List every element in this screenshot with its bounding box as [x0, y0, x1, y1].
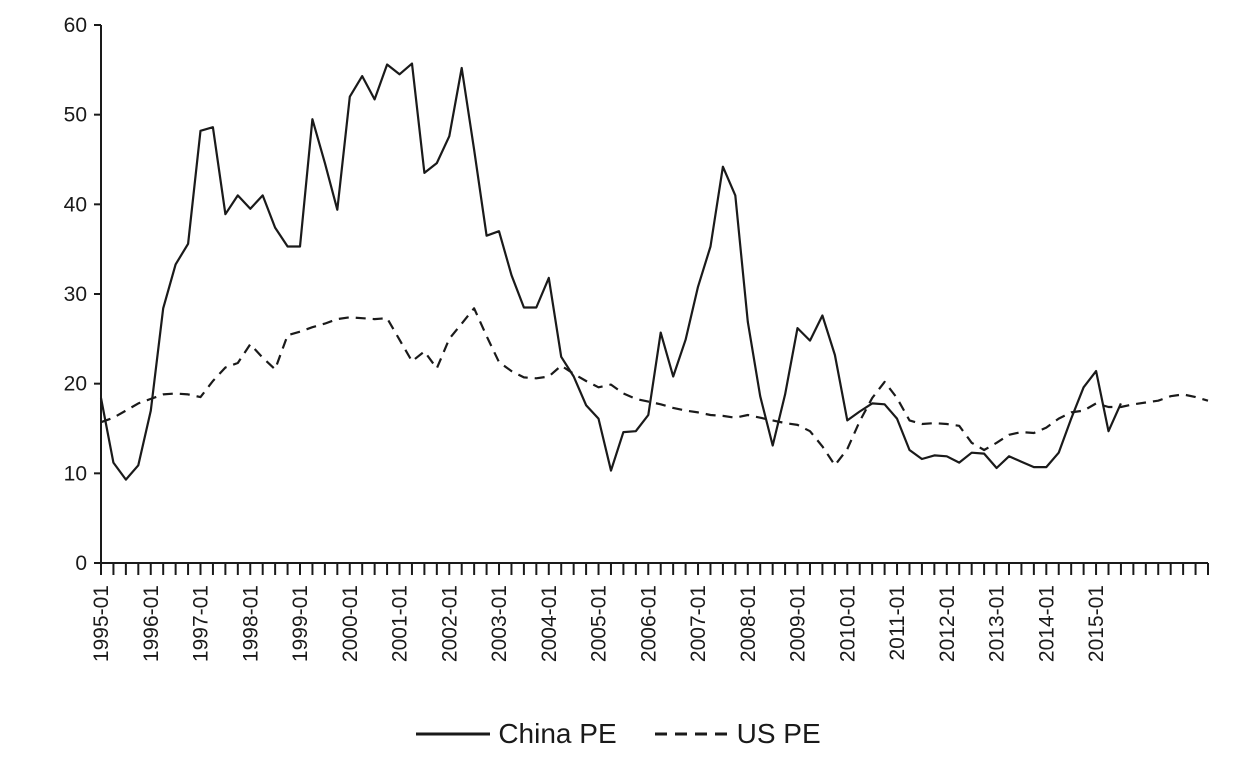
series-line-us-pe — [100, 307, 1209, 467]
x-tick-label: 2009-01 — [787, 585, 810, 662]
x-tick-label: 1997-01 — [190, 585, 213, 662]
x-tick-label: 2007-01 — [687, 585, 710, 662]
x-tick-label: 1995-01 — [90, 585, 113, 662]
x-tick-label: 2015-01 — [1085, 585, 1108, 662]
legend-solid-line-swatch — [416, 732, 491, 736]
y-tick-label: 30 — [64, 283, 87, 306]
x-tick-labels: 1995-01 1996-01 1997-01 1998-01 1999-01 2000-… — [90, 585, 1108, 662]
x-tick-label: 2003-01 — [488, 585, 511, 662]
x-tick-label: 2013-01 — [986, 585, 1009, 662]
x-tick-label: 2006-01 — [637, 585, 660, 662]
series-line-china-pe — [99, 62, 1122, 481]
legend-item-china-pe: China PE — [416, 718, 617, 750]
legend-label-china-pe: China PE — [498, 718, 617, 749]
x-tick-label: 2012-01 — [936, 585, 959, 662]
x-tick-label: 1998-01 — [239, 585, 262, 662]
y-tick-label: 50 — [64, 104, 87, 127]
x-tick-label: 2004-01 — [538, 585, 561, 662]
y-tick-label: 10 — [64, 462, 87, 485]
y-tick-labels: 0 10 20 30 40 50 60 — [64, 14, 87, 575]
chart-series — [99, 62, 1209, 481]
x-tick-label: 2001-01 — [389, 585, 412, 662]
legend-label-us-pe: US PE — [736, 718, 821, 749]
chart-axes — [94, 24, 1209, 575]
legend-dashed-line-swatch — [654, 732, 729, 736]
y-tick-label: 0 — [75, 552, 87, 575]
y-tick-label: 60 — [64, 14, 87, 37]
x-tick-label: 2014-01 — [1035, 585, 1058, 662]
legend-item-us-pe: US PE — [654, 718, 821, 750]
line-chart: 0 10 20 30 40 50 60 1995-01 1996-01 1997-01 1998-… — [64, 14, 1209, 662]
y-tick-label: 20 — [64, 373, 87, 396]
y-tick-label: 40 — [64, 193, 87, 216]
x-tick-label: 1996-01 — [140, 585, 163, 662]
x-tick-label: 2010-01 — [836, 585, 859, 662]
x-tick-label: 2002-01 — [438, 585, 461, 662]
x-tick-label: 2005-01 — [588, 585, 611, 662]
x-tick-label: 2011-01 — [886, 585, 909, 661]
x-tick-label: 2008-01 — [737, 585, 760, 662]
chart-legend: China PE US PE — [0, 712, 1237, 756]
x-tick-label: 1999-01 — [289, 585, 312, 662]
x-tick-label: 2000-01 — [339, 585, 362, 662]
